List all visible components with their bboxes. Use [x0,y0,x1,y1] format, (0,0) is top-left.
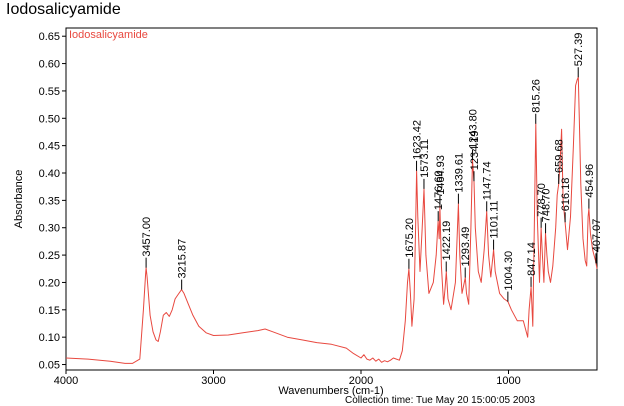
peak-label: 1675.20 [404,218,416,258]
x-tick-label: 4000 [54,375,78,387]
y-tick-label: 0.35 [39,195,60,207]
peak-label: 1476.60 [433,170,445,210]
y-tick-label: 0.45 [39,141,60,153]
peak-label: 1147.74 [482,161,494,200]
peak-label: 1464.93 [435,155,447,195]
x-tick-label: 3000 [201,375,225,387]
legend-entry: Iodosalicyamide [69,29,148,41]
window-title: Iodosalicyamide [6,1,121,18]
y-axis-label: Absorbance [13,170,25,229]
peak-label: 778.70 [536,183,548,217]
y-tick-label: 0.65 [39,31,60,43]
peak-label: 847.14 [526,242,538,276]
y-tick-label: 0.60 [39,59,60,71]
x-tick-label: 2000 [349,375,373,387]
y-tick-label: 0.50 [39,113,60,125]
spectrum-line [65,76,598,364]
peak-label: 1293.49 [460,227,472,267]
collection-time-note: Collection time: Tue May 20 15:00:05 200… [345,395,536,406]
peak-label: 616.18 [560,178,572,212]
peak-label: 748.70 [541,189,553,223]
peak-label: 527.39 [573,33,585,67]
peak-label: 815.26 [531,79,543,113]
series-layer [65,76,598,364]
peak-label: 659.68 [554,139,566,173]
peak-label: 1243.80 [468,109,480,149]
peak-label: 407.07 [591,219,603,253]
x-axis: 4000 3000 2000 1000 [54,370,521,387]
y-tick-label: 0.15 [39,305,60,317]
peak-label: 1101.11 [489,200,501,238]
peak-label: 1623.42 [412,120,424,160]
x-axis-label: Wavenumbers (cm-1) [278,385,383,397]
plot-frame [65,27,598,371]
y-tick-label: 0.05 [39,360,60,372]
peak-annotations: 3457.00 3215.87 1675.20 1623.421573.111476.… [141,33,603,302]
peak-label: 1573.11 [419,139,431,178]
peak-label: 3215.87 [177,239,189,279]
peak-label: 3457.00 [141,217,153,257]
y-tick-label: 0.25 [39,250,60,262]
peak-label: 1339.61 [453,153,465,193]
peak-label: 1422.19 [441,221,453,261]
y-tick-label: 0.20 [39,277,60,289]
y-axis: 0.05 0.10 0.15 0.20 0.25 0.30 0.35 0.40 0.45 0.50… [39,31,66,372]
peak-label: 454.96 [584,164,596,198]
y-tick-label: 0.40 [39,168,60,180]
y-tick-label: 0.30 [39,223,60,235]
peak-label: 1234.19 [469,130,481,170]
y-tick-label: 0.10 [39,332,60,344]
peak-label: 1004.30 [503,251,515,291]
x-tick-label: 1000 [496,375,520,387]
y-tick-label: 0.55 [39,86,60,98]
